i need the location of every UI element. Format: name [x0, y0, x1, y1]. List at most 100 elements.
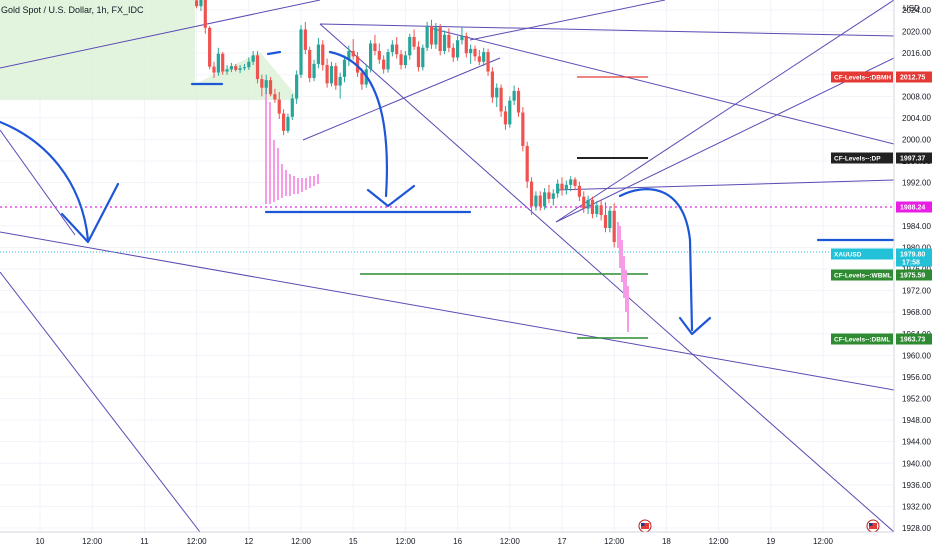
candle	[290, 94, 294, 121]
price-tag-label: CF-Levels--:WBML	[834, 273, 892, 280]
candle-body	[325, 65, 329, 84]
candle-body	[229, 66, 233, 70]
candle	[569, 176, 573, 192]
candle-body	[490, 71, 494, 98]
candle-body	[442, 34, 447, 52]
candle	[329, 61, 334, 87]
price-tag-value: 1988.24	[900, 205, 925, 212]
candle-body	[512, 90, 516, 101]
candle-body	[547, 192, 551, 199]
price-tick-label: 2024.00	[902, 6, 931, 15]
candle-body	[360, 72, 364, 85]
candle-body	[538, 195, 542, 207]
price-tick-label: 1968.00	[902, 308, 931, 317]
candle-body	[221, 53, 225, 72]
time-tick-label: 16	[453, 537, 462, 546]
candle	[595, 201, 599, 218]
candle-body	[242, 67, 247, 69]
candle-body	[255, 55, 260, 80]
candle-body	[203, 0, 207, 28]
price-tag-value-box	[896, 333, 932, 345]
candle	[212, 61, 216, 78]
time-tick-label: 15	[349, 537, 358, 546]
time-tick-label: 19	[766, 537, 775, 546]
candle	[442, 30, 447, 55]
candle	[369, 40, 373, 73]
candle-body	[416, 46, 421, 68]
flag-icon-stripe	[869, 523, 877, 529]
candle	[508, 96, 512, 128]
candle	[286, 113, 290, 134]
candle	[486, 48, 490, 76]
candle	[495, 83, 499, 108]
candle-body	[347, 51, 351, 60]
candle	[242, 63, 247, 71]
candle	[225, 65, 229, 75]
candle	[416, 41, 421, 72]
currency-label: USD	[903, 4, 920, 13]
time-tick-label: 12:00	[187, 537, 208, 546]
time-tick-label: 11	[140, 537, 149, 546]
candle	[312, 59, 316, 82]
candle-body	[469, 48, 473, 54]
price-tag-value-box	[896, 71, 932, 83]
price-tick-label: 1960.00	[902, 351, 931, 360]
candle-body	[477, 56, 481, 62]
header-layer: Gold Spot / U.S. Dollar, 1h, FX_IDC	[1, 5, 144, 15]
time-tick-label: 17	[558, 537, 567, 546]
price-tick-label: 1952.00	[902, 395, 931, 404]
candle	[516, 87, 521, 117]
candle	[221, 52, 225, 75]
candle-body	[369, 43, 373, 70]
candle	[503, 106, 508, 130]
candle-body	[386, 52, 390, 70]
price-tag-value-box	[896, 201, 932, 213]
candle-body	[595, 205, 599, 214]
price-tick-label: 2008.00	[902, 92, 931, 101]
candle	[421, 44, 425, 71]
price-tick-label: 2004.00	[902, 114, 931, 123]
candle	[551, 189, 555, 206]
candle-body	[390, 44, 394, 53]
candle-body	[534, 195, 538, 207]
trendline	[0, 231, 895, 391]
time-tick-label: 12:00	[395, 537, 416, 546]
candle	[438, 24, 442, 56]
price-tick-label: 1984.00	[902, 222, 931, 231]
candle	[234, 63, 238, 72]
candle-body	[247, 61, 251, 68]
price-tick-label: 2016.00	[902, 49, 931, 58]
candle-body	[503, 111, 508, 125]
trendline	[0, 271, 201, 533]
time-tick-label: 18	[662, 537, 671, 546]
time-tick-label: 12:00	[604, 537, 625, 546]
price-tag-label-box	[831, 71, 893, 83]
candle-layer	[195, 0, 616, 248]
candle-body	[447, 34, 451, 48]
candle	[273, 88, 277, 103]
candle-body	[225, 69, 229, 72]
price-tick-label: 1992.00	[902, 179, 931, 188]
symbol-title[interactable]: Gold Spot / U.S. Dollar, 1h, FX_IDC	[1, 5, 144, 15]
price-tag-value: 1975.59	[900, 273, 925, 280]
candle	[247, 57, 251, 70]
candle-body	[516, 90, 521, 113]
price-tag: 1997.37 CF-Levels--:DP	[831, 152, 932, 164]
price-tick-label: 1956.00	[902, 373, 931, 382]
candle	[412, 29, 416, 50]
trendline	[469, 0, 666, 41]
price-tick-label: 1936.00	[902, 481, 931, 490]
candle	[303, 21, 307, 55]
candle	[386, 48, 390, 73]
candle	[382, 55, 386, 74]
candle-body	[508, 100, 512, 125]
time-tick-label: 12:00	[82, 537, 103, 546]
candle-body	[551, 193, 555, 199]
price-tag-value-box	[896, 152, 932, 164]
candle-body	[582, 196, 586, 209]
price-tick-label: 2000.00	[902, 136, 931, 145]
shaded-zone	[0, 0, 300, 100]
price-tag-countdown: 17:58	[902, 260, 920, 267]
candle	[351, 39, 355, 60]
